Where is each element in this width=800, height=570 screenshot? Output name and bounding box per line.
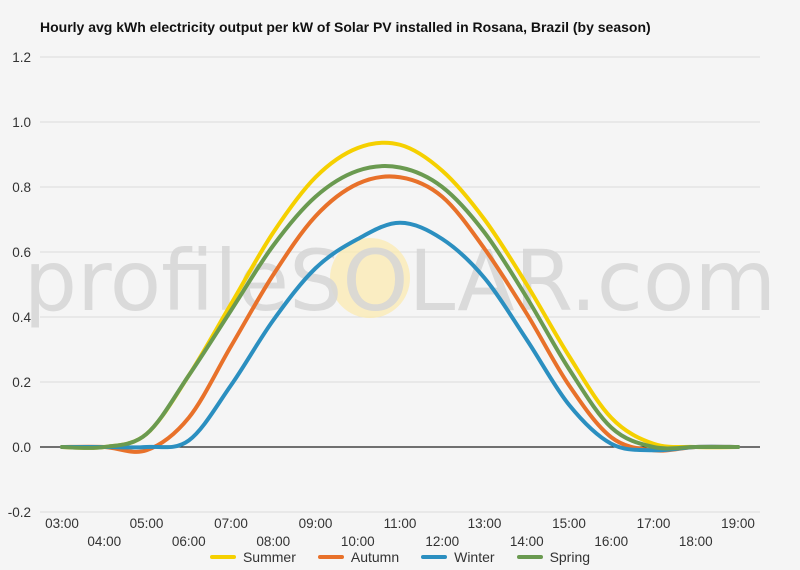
x-tick-label: 16:00 — [594, 534, 628, 548]
legend-label: Winter — [454, 549, 495, 565]
legend-item-winter: Winter — [421, 549, 495, 565]
y-tick-label: 1.0 — [12, 115, 31, 130]
y-tick-label: 0.6 — [12, 245, 31, 260]
y-tick-label: -0.2 — [8, 505, 31, 520]
chart-title: Hourly avg kWh electricity output per kW… — [40, 19, 651, 35]
watermark-text: profileSOLAR.com — [24, 232, 776, 330]
x-tick-label: 05:00 — [130, 516, 164, 531]
x-tick-label: 17:00 — [637, 516, 671, 531]
legend-item-spring: Spring — [516, 549, 591, 565]
x-tick-label: 04:00 — [87, 534, 121, 548]
series-line-spring — [60, 164, 740, 451]
x-tick-label: 15:00 — [552, 516, 586, 531]
x-tick-label: 10:00 — [341, 534, 375, 548]
legend-swatch — [421, 555, 448, 559]
y-tick-label: 0.2 — [12, 375, 31, 390]
legend-swatch — [317, 555, 344, 559]
x-tick-label: 03:00 — [45, 516, 79, 531]
y-tick-label: 1.2 — [12, 50, 31, 65]
legend-swatch — [209, 555, 236, 559]
legend-label: Summer — [242, 549, 296, 565]
x-tick-label: 07:00 — [214, 516, 248, 531]
x-tick-label: 11:00 — [384, 516, 417, 531]
legend-item-summer: Summer — [209, 549, 296, 565]
x-tick-label: 08:00 — [256, 534, 290, 548]
x-tick-label: 14:00 — [510, 534, 544, 548]
legend-item-autumn: Autumn — [317, 549, 400, 565]
x-tick-label: 19:00 — [721, 516, 755, 531]
y-tick-label: 0.4 — [12, 310, 31, 325]
series-line-autumn — [60, 174, 740, 454]
y-tick-label: 0.8 — [12, 180, 31, 195]
line-chart: -0.2 0.0 0.2 0.4 0.6 0.8 1.0 1.2 profileSOLAR.co… — [8, 50, 776, 548]
x-tick-label: 06:00 — [172, 534, 206, 548]
watermark-sun — [330, 238, 410, 318]
series-line-winter — [60, 220, 740, 453]
legend-swatch — [516, 555, 543, 559]
y-tick-label: 0.0 — [12, 440, 31, 455]
legend-label: Autumn — [350, 549, 400, 565]
x-tick-label: 12:00 — [425, 534, 459, 548]
chart-legend: Summer Autumn Winter Spring — [0, 549, 800, 565]
x-tick-label: 09:00 — [299, 516, 333, 531]
legend-label: Spring — [549, 549, 591, 565]
x-tick-label: 13:00 — [468, 516, 502, 531]
x-tick-label: 18:00 — [679, 534, 713, 548]
